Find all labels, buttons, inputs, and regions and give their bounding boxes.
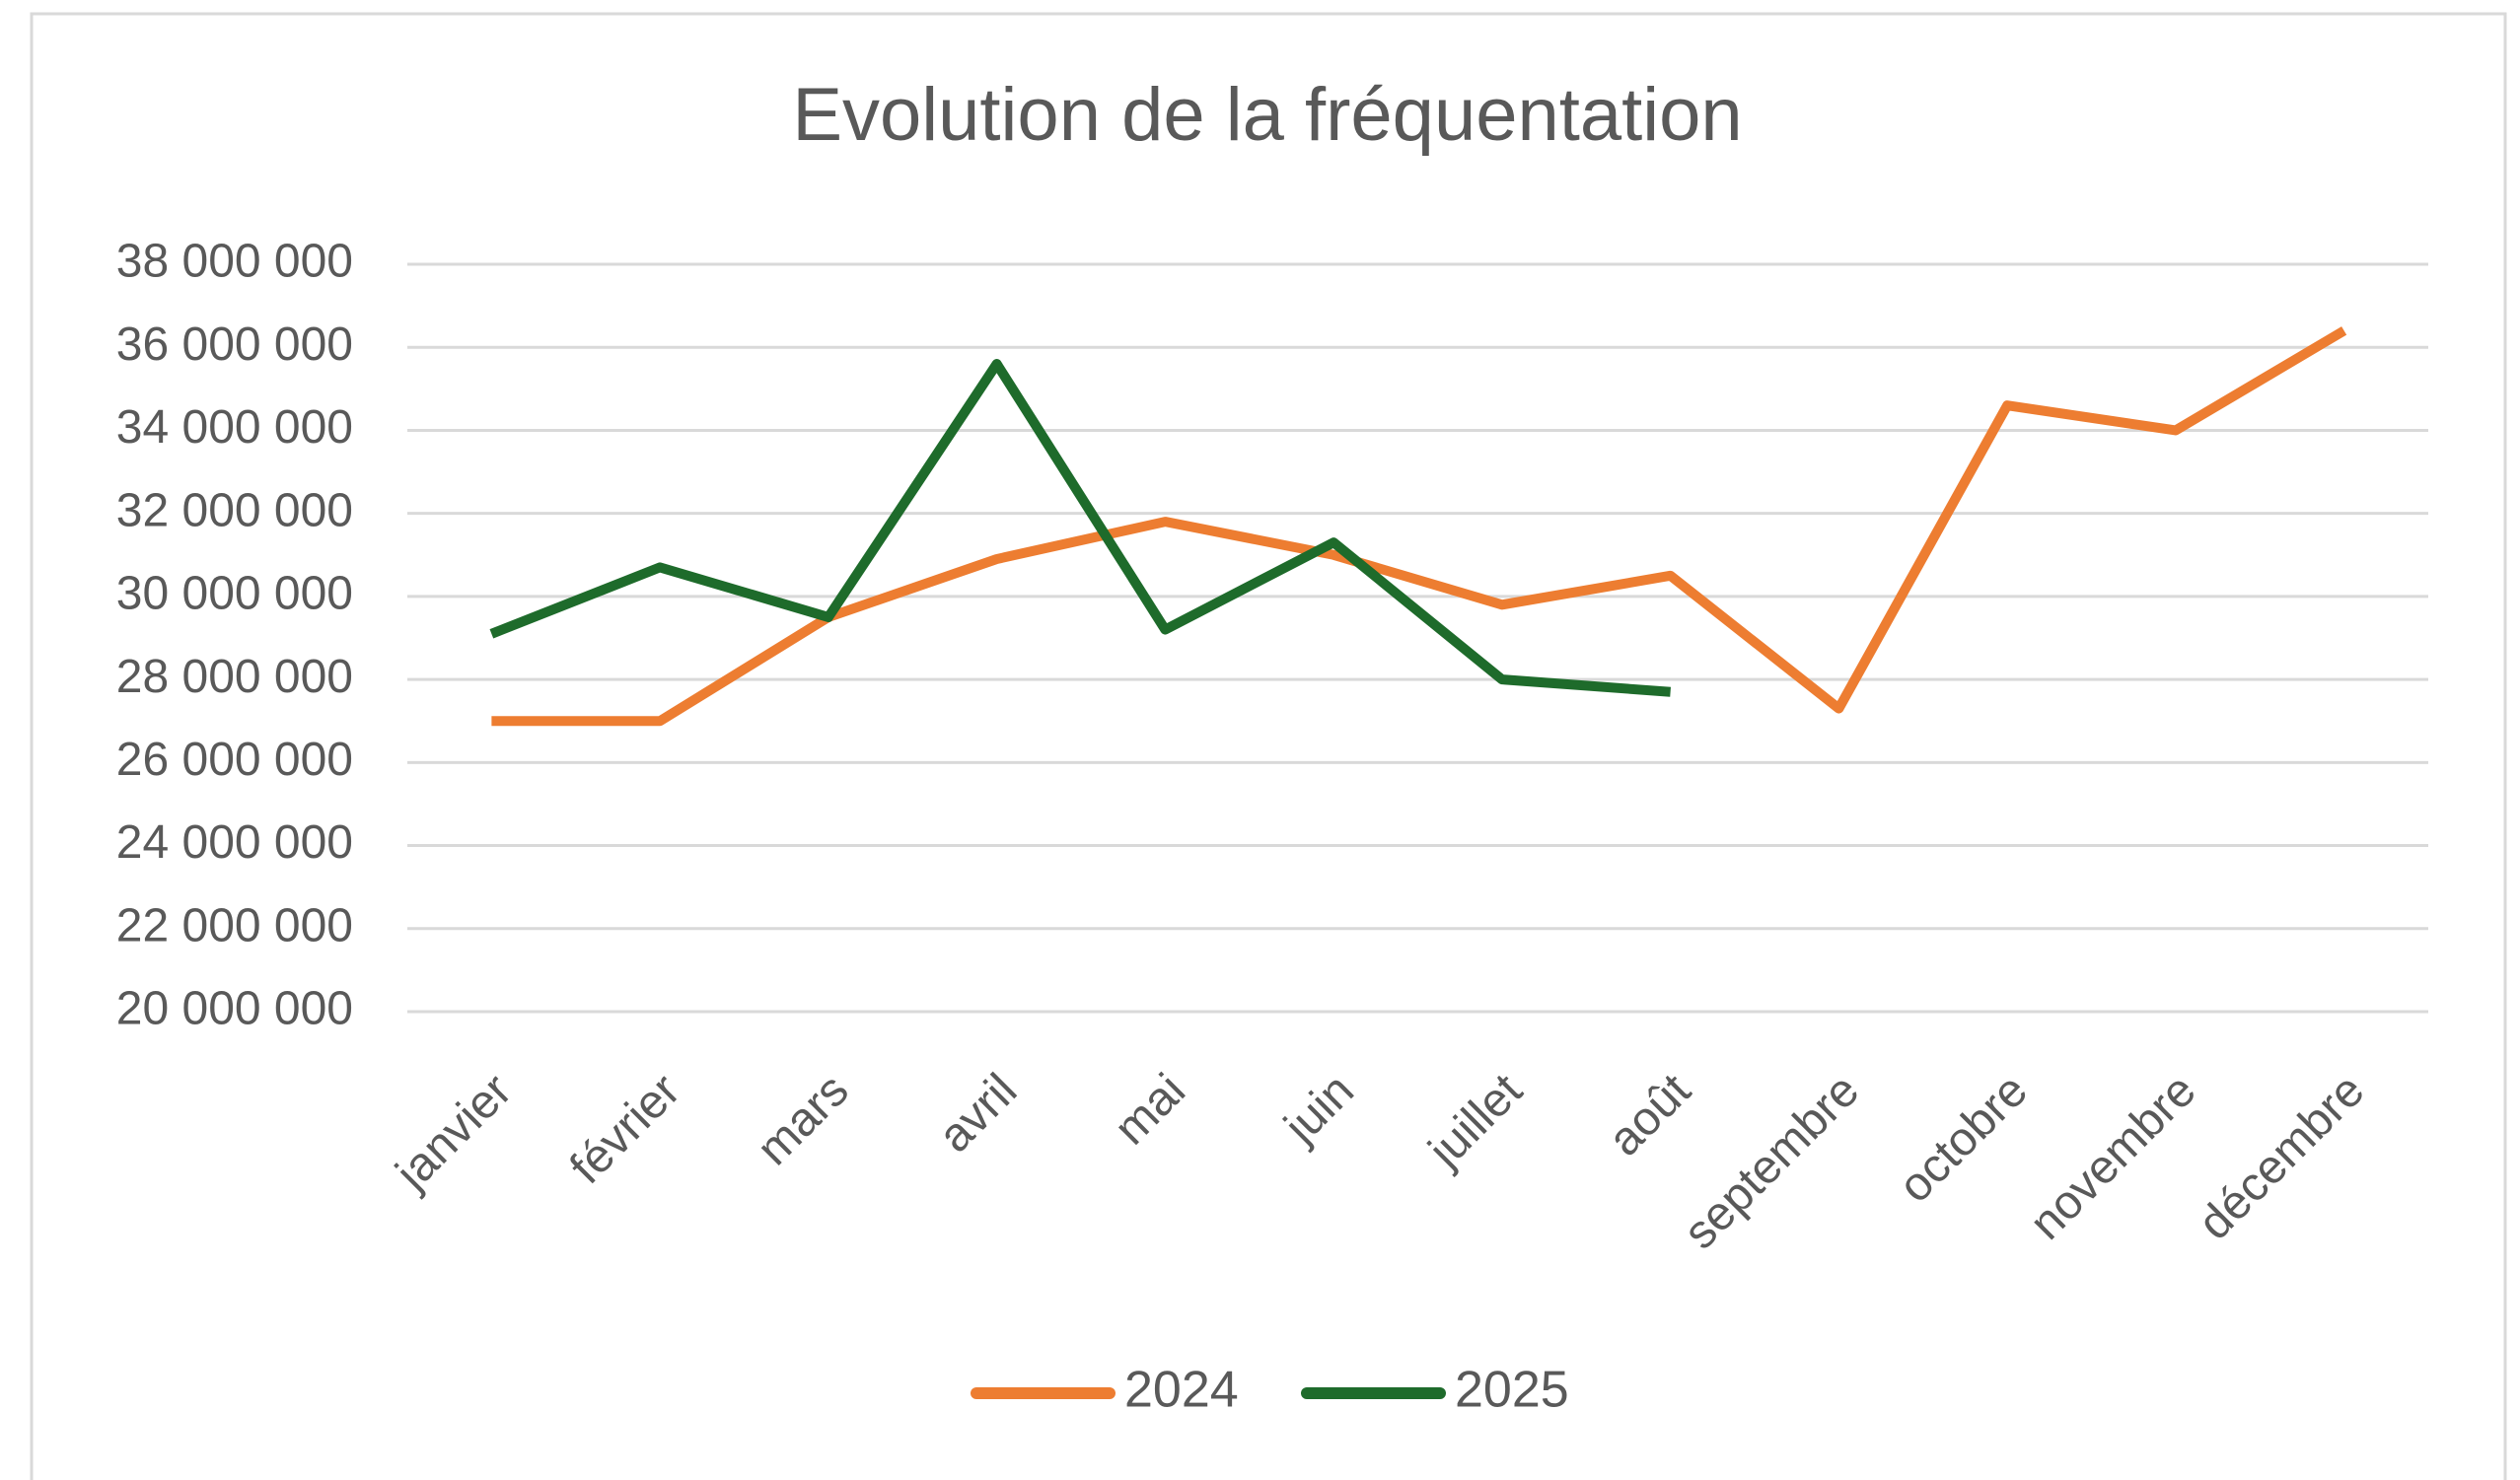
y-tick-label: 32 000 000 xyxy=(116,484,353,536)
chart-border xyxy=(30,12,2507,1480)
legend-label: 2024 xyxy=(1124,1362,1239,1419)
legend-label: 2025 xyxy=(1455,1362,1569,1419)
chart-title: Evolution de la fréquentation xyxy=(792,73,1742,157)
y-tick-label: 30 000 000 xyxy=(116,568,353,620)
y-tick-label: 38 000 000 xyxy=(116,236,353,288)
y-tick-label: 36 000 000 xyxy=(116,318,353,371)
y-tick-label: 22 000 000 xyxy=(116,899,353,951)
line-series xyxy=(491,326,2347,727)
line-series xyxy=(489,359,1671,697)
y-tick-label: 24 000 000 xyxy=(116,816,353,869)
y-tick-label: 26 000 000 xyxy=(116,734,353,786)
y-tick-label: 34 000 000 xyxy=(116,401,353,454)
y-tick-label: 28 000 000 xyxy=(116,651,353,703)
y-tick-label: 20 000 000 xyxy=(116,983,353,1035)
